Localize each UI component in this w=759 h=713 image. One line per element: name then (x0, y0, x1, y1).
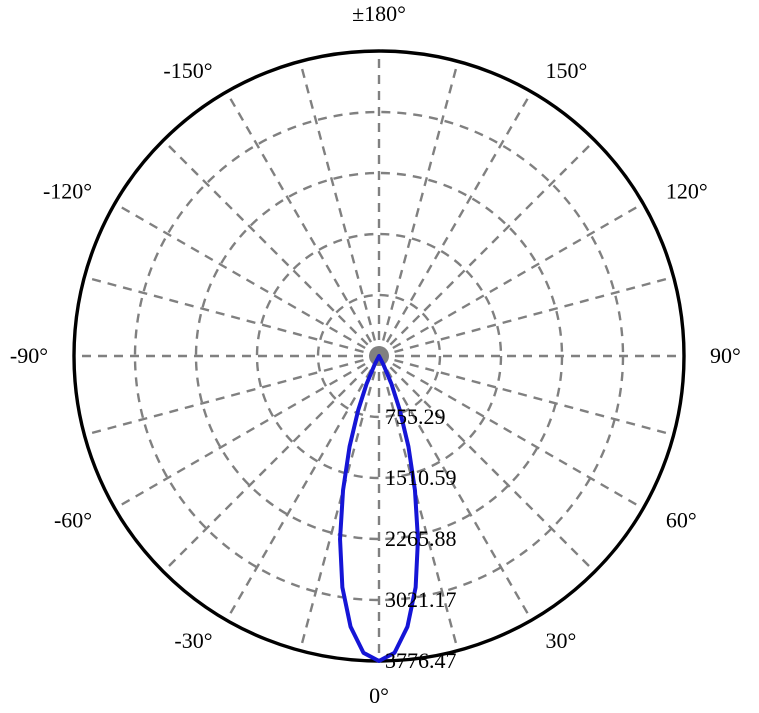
radial-tick-label: 2265.88 (385, 526, 457, 551)
angle-tick-label: 120° (666, 179, 708, 204)
angle-tick-label: 150° (546, 58, 588, 83)
angle-tick-label: 60° (666, 508, 697, 533)
angle-tick-label: -90° (10, 343, 48, 368)
angle-tick-label: -60° (54, 508, 92, 533)
angle-tick-label: ±180° (352, 1, 406, 26)
angle-tick-label: 0° (369, 683, 389, 708)
radial-tick-label: 3776.47 (385, 648, 457, 673)
polar-chart-svg: 755.29 1510.59 2265.88 3021.17 3776.47 0° 30° 6… (0, 0, 759, 713)
angle-tick-label: -120° (43, 179, 92, 204)
angle-tick-label: -30° (174, 628, 212, 653)
polar-chart: 755.29 1510.59 2265.88 3021.17 3776.47 0° 30° 6… (0, 0, 759, 713)
angle-tick-label: -150° (163, 58, 212, 83)
radial-tick-label: 755.29 (385, 404, 446, 429)
radial-tick-label: 3021.17 (385, 587, 457, 612)
angle-tick-label: 30° (546, 628, 577, 653)
radial-tick-label: 1510.59 (385, 465, 457, 490)
angle-tick-label: 90° (710, 343, 741, 368)
